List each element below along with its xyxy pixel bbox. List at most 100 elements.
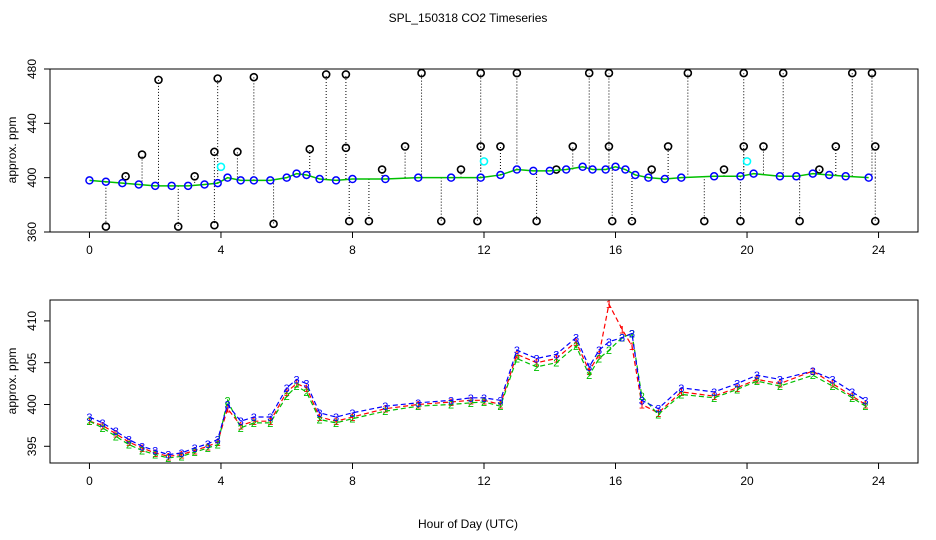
- bottom-y-tick-label: 410: [25, 311, 39, 331]
- outlier-point: [870, 216, 880, 226]
- series-2-marker: 2: [113, 431, 119, 443]
- series-2-marker: 2: [178, 451, 184, 463]
- top-x-tick-label: 8: [349, 243, 356, 257]
- series-1-marker: 1: [139, 443, 145, 455]
- series-3-marker: 3: [481, 393, 487, 405]
- series-2-marker: 2: [415, 401, 421, 413]
- series-1-marker: 1: [178, 450, 184, 462]
- bottom-x-tick-label: 8: [349, 474, 356, 488]
- series-1-line: [89, 302, 866, 457]
- outlier-point: [831, 142, 841, 151]
- top-x-tick-label: 20: [740, 243, 754, 257]
- series-1-marker: 1: [678, 387, 684, 399]
- outlier-point: [759, 142, 768, 151]
- series-1-marker: 1: [382, 404, 388, 416]
- timeseries-point: [588, 165, 597, 174]
- series-2-marker: 2: [294, 381, 300, 393]
- series-1-marker: 1: [192, 445, 198, 457]
- series-2-marker: 2: [238, 423, 244, 435]
- outlier-point: [604, 68, 614, 78]
- series-3-marker: 3: [629, 328, 635, 340]
- chart-title: SPL_150318 CO2 Timeseries: [389, 11, 548, 25]
- bottom-x-tick-label: 24: [872, 474, 886, 488]
- series-1-marker: 1: [553, 354, 559, 366]
- outlier-point: [456, 165, 466, 174]
- series-3-marker: 3: [553, 349, 559, 361]
- timeseries-point: [736, 172, 745, 181]
- series-1-marker: 1: [754, 374, 760, 386]
- series-1-marker: 1: [317, 412, 323, 424]
- series-3-marker: 3: [596, 345, 602, 357]
- series-1-marker: 1: [448, 397, 454, 409]
- series-3-marker: 3: [113, 426, 119, 438]
- timeseries-point: [292, 169, 301, 178]
- series-1-marker: 1: [165, 451, 171, 463]
- bottom-x-tick-label: 4: [218, 474, 225, 488]
- timeseries-point: [709, 172, 719, 181]
- top-y-axis-label: approx. ppm: [5, 117, 19, 184]
- series-2-marker: 2: [553, 358, 559, 370]
- series-3-marker: 3: [514, 345, 520, 357]
- series-1-marker: 1: [100, 420, 106, 432]
- series-1-marker: 1: [205, 441, 211, 453]
- outlier-point: [190, 172, 199, 181]
- series-3-line: [89, 332, 866, 456]
- series-3-marker: 3: [586, 362, 592, 374]
- timeseries-point: [775, 172, 785, 181]
- outlier-point: [377, 165, 387, 174]
- series-2-line: [89, 332, 866, 459]
- outlier-point: [496, 142, 505, 151]
- timeseries-point: [183, 181, 193, 191]
- series-2-marker: 2: [586, 370, 592, 382]
- timeseries-point: [512, 165, 522, 174]
- outlier-point: [249, 72, 259, 82]
- series-2-marker: 2: [165, 453, 171, 465]
- top-x-tick-label: 16: [609, 243, 623, 257]
- timeseries-point: [621, 165, 630, 174]
- series-3-marker: 3: [734, 379, 740, 391]
- outlier-point: [344, 216, 354, 226]
- series-1-marker: 1: [152, 448, 158, 460]
- bottom-x-tick-label: 20: [740, 474, 754, 488]
- series-3-marker: 3: [862, 395, 868, 407]
- series-3-marker: 3: [639, 395, 645, 407]
- outlier-point: [683, 68, 693, 78]
- series-1-marker: 1: [586, 366, 592, 378]
- outlier-point: [699, 216, 709, 226]
- timeseries-point: [134, 180, 144, 189]
- series-2-marker: 2: [139, 445, 145, 457]
- timeseries-point: [601, 165, 610, 174]
- top-axes: 0 4 8 12 16 20 24 360 400 440 480: [25, 59, 886, 257]
- highlight-point: [742, 157, 752, 166]
- series-3-marker: 3: [215, 435, 221, 447]
- series-3-marker: 3: [192, 443, 198, 455]
- series-2-marker: 2: [514, 354, 520, 366]
- outlier-point: [341, 143, 351, 153]
- series-3-marker: 3: [754, 370, 760, 382]
- series-1-marker: 1: [303, 383, 309, 395]
- series-2-marker: 2: [573, 341, 579, 353]
- timeseries-point: [118, 178, 127, 188]
- outlier-point: [736, 216, 745, 226]
- series-2-marker: 2: [711, 393, 717, 405]
- timeseries-point: [578, 162, 587, 172]
- series-1-marker: 1: [86, 416, 92, 428]
- timeseries-point: [677, 173, 686, 182]
- series-3-marker: 3: [382, 401, 388, 413]
- series-3-marker: 3: [655, 404, 661, 416]
- outlier-point: [173, 222, 183, 231]
- outlier-point: [305, 144, 315, 154]
- timeseries-point: [749, 169, 758, 178]
- series-2-marker: 2: [152, 450, 158, 462]
- series-1-marker: 1: [415, 399, 421, 411]
- outlier-point: [154, 75, 163, 85]
- outlier-point: [739, 68, 749, 78]
- timeseries-point: [841, 172, 850, 181]
- series-1-marker: 1: [534, 358, 540, 370]
- outlier-point: [647, 165, 656, 174]
- series-2-marker: 2: [849, 393, 855, 405]
- timeseries-point: [413, 173, 423, 182]
- series-3-marker: 3: [829, 374, 835, 386]
- series-1-marker: 1: [267, 416, 273, 428]
